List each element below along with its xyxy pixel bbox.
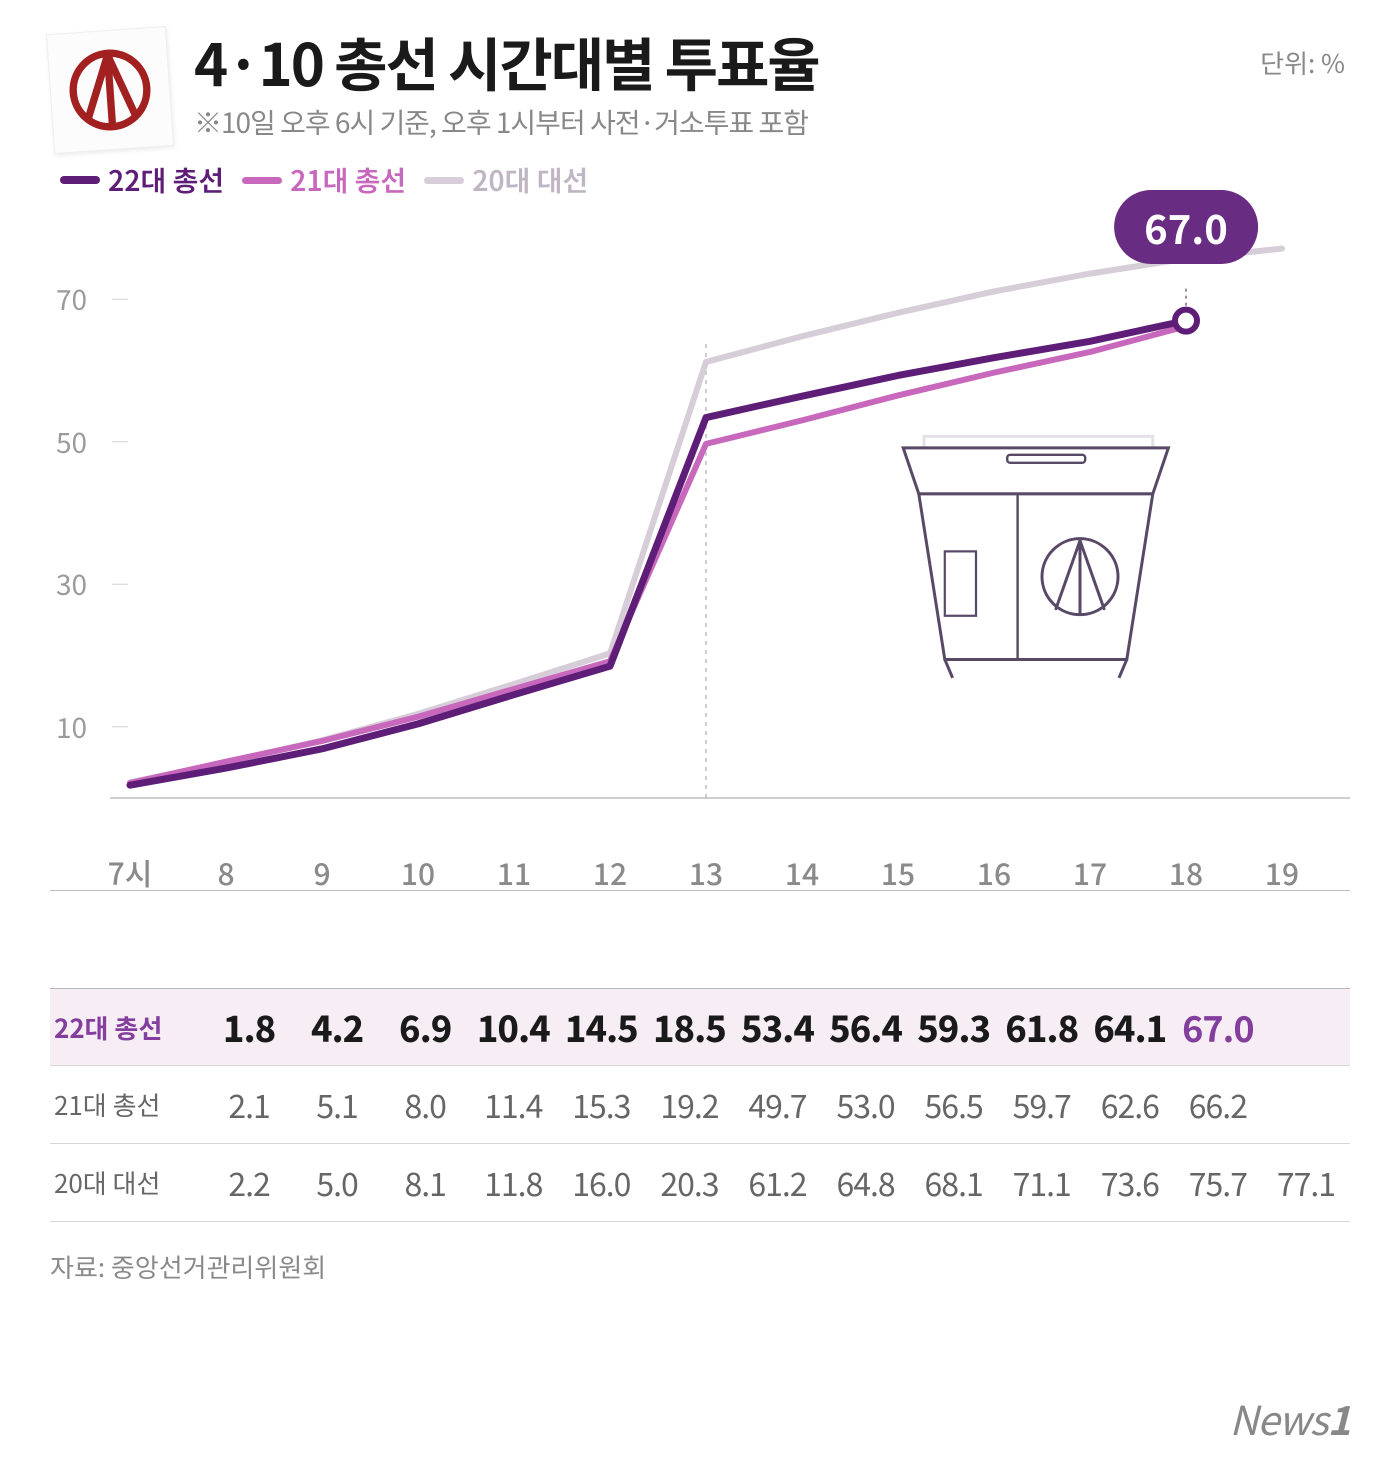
line-chart: 1030507067.0: [50, 208, 1350, 838]
x-axis: 7시8910111213141516171819: [50, 838, 1350, 890]
vote-stamp-icon: [50, 30, 170, 150]
table-row: 22대 총선1.84.26.910.414.518.553.456.459.36…: [50, 988, 1350, 1066]
legend-item: 22대 총선: [60, 160, 224, 200]
x-tick: 18: [1169, 850, 1203, 894]
final-value-badge: 67.0: [1114, 190, 1258, 264]
x-tick: 8: [217, 850, 234, 894]
x-tick: 15: [881, 850, 915, 894]
x-tick: 9: [313, 850, 330, 894]
x-tick: 10: [401, 850, 435, 894]
table-row: 20대 대선2.25.08.111.816.020.361.264.868.17…: [50, 1144, 1350, 1222]
table-row: 21대 총선2.15.18.011.415.319.249.753.056.55…: [50, 1066, 1350, 1144]
x-tick: 17: [1073, 850, 1107, 894]
x-tick: 13: [689, 850, 723, 894]
x-tick: 14: [785, 850, 819, 894]
unit-label: 단위: %: [1260, 44, 1345, 81]
legend-item: 20대 대선: [424, 160, 588, 200]
x-tick: 11: [497, 850, 531, 894]
x-tick: 19: [1265, 850, 1299, 894]
header: 4·10 총선 시간대별 투표율 ※10일 오후 6시 기준, 오후 1시부터 …: [50, 30, 1350, 150]
legend-item: 21대 총선: [242, 160, 406, 200]
chart-subtitle: ※10일 오후 6시 기준, 오후 1시부터 사전·거소투표 포함: [194, 102, 1350, 142]
data-table: 22대 총선1.84.26.910.414.518.553.456.459.36…: [50, 988, 1350, 1222]
x-tick: 16: [977, 850, 1011, 894]
x-tick: 12: [593, 850, 627, 894]
source-label: 자료: 중앙선거관리위원회: [50, 1248, 1350, 1285]
x-tick: 7시: [108, 850, 153, 894]
chart-title: 4·10 총선 시간대별 투표율: [194, 30, 1350, 94]
news1-logo: News1: [1229, 1389, 1350, 1447]
